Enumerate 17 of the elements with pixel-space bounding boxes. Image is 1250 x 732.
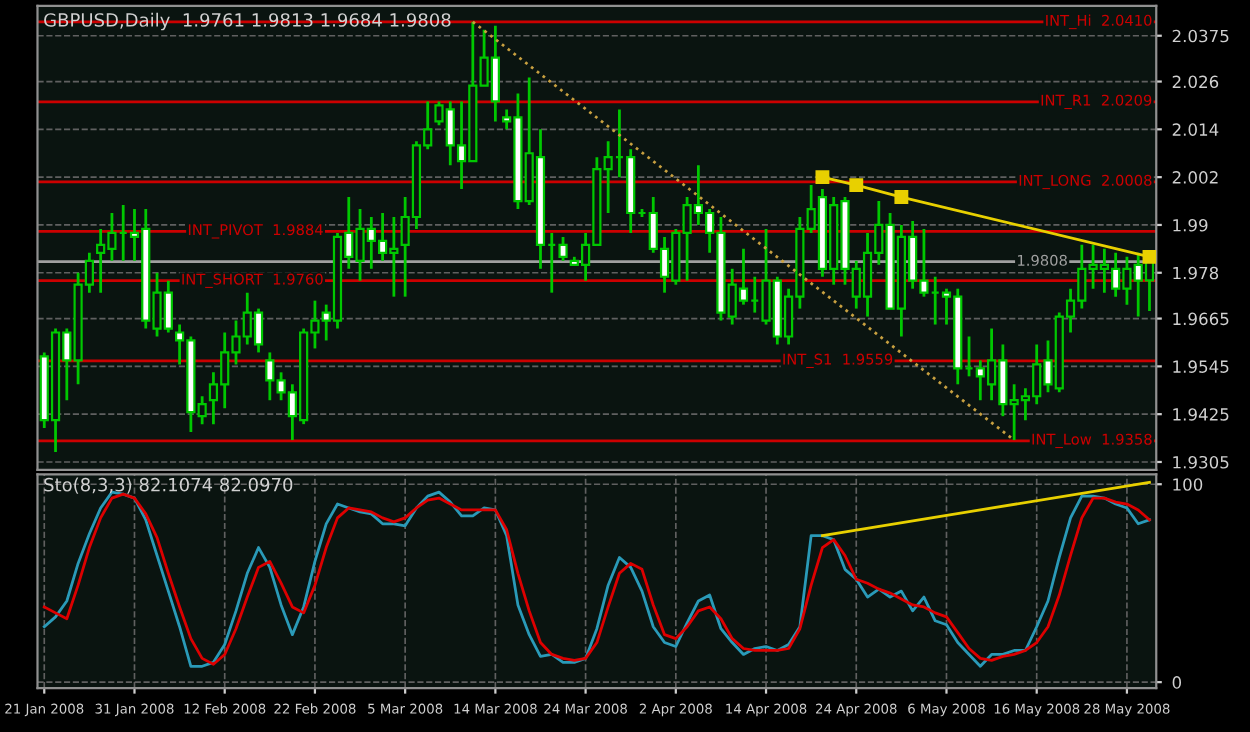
- point: [815, 170, 830, 185]
- y-tick-label: 1.9305: [1173, 455, 1229, 469]
- y-tick-label: 2.002: [1172, 171, 1218, 184]
- point: [849, 178, 864, 193]
- y-tick-label: 1.99: [1173, 218, 1208, 232]
- y-tick-label: 2.0375: [1172, 29, 1229, 43]
- y-tick-label: 2.026: [1172, 75, 1219, 89]
- y-tick-label: 1.9425: [1173, 408, 1229, 421]
- y-tick-label: 1.978: [1173, 266, 1219, 280]
- y-tick-label: 100: [1173, 478, 1203, 491]
- y-tick-label: 0: [1172, 676, 1182, 689]
- chart-title: Sto(8,3,3) 82.1074 82.0970: [44, 477, 293, 494]
- y-tick-label: 1.9665: [1173, 312, 1229, 326]
- y-tick-label: 1.9545: [1173, 360, 1229, 373]
- point: [1142, 249, 1157, 264]
- y-tick-label: 2.014: [1172, 123, 1219, 136]
- point: [894, 190, 909, 205]
